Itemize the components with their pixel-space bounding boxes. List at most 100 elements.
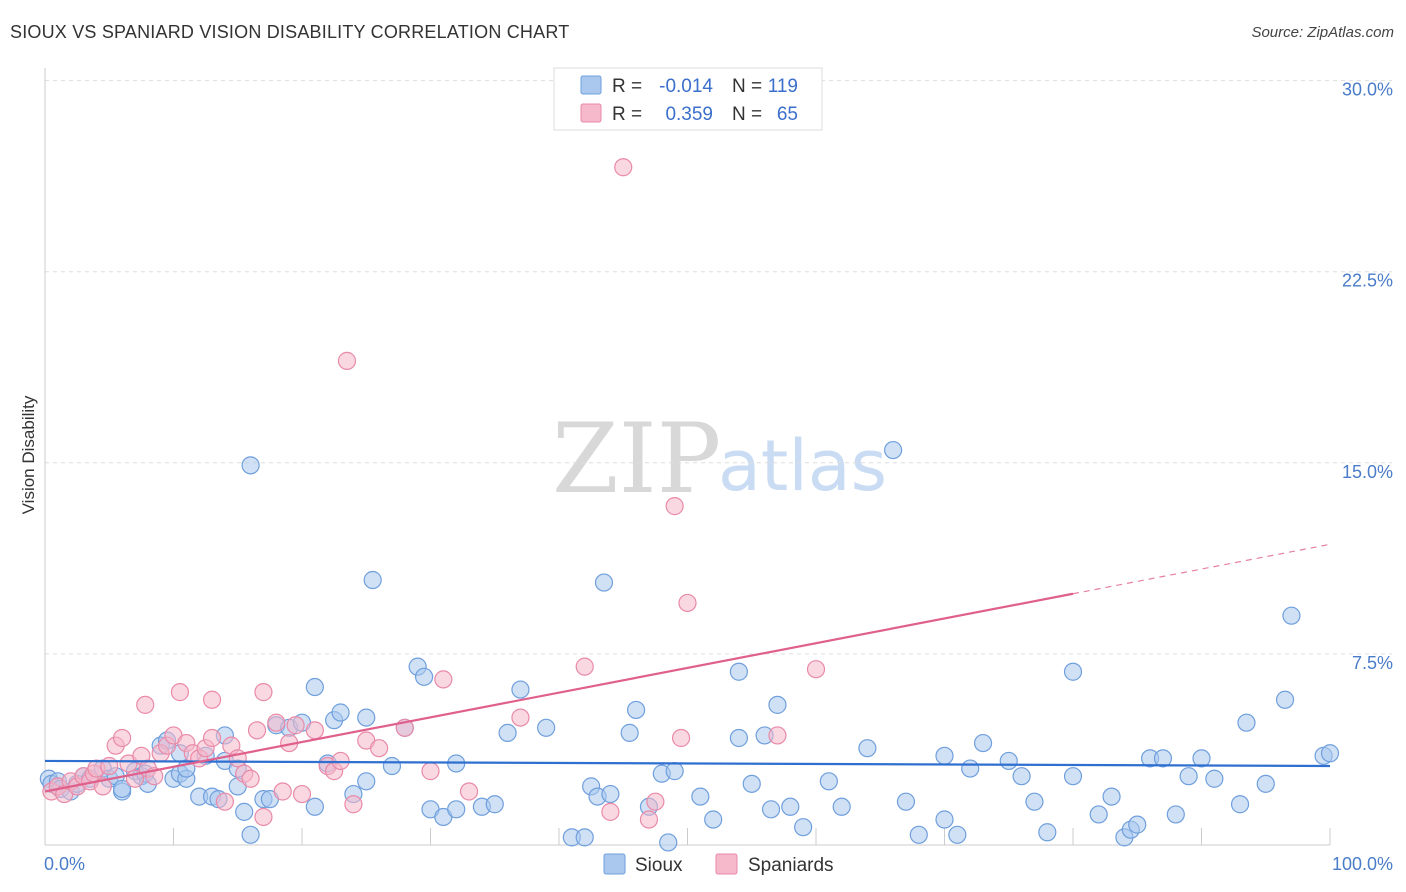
sioux-point — [1038, 823, 1057, 842]
y-axis-tick-labels: 7.5% 15.0% 22.5% 30.0% — [1342, 80, 1393, 673]
spaniards-point — [344, 795, 363, 814]
sioux-point — [1153, 749, 1173, 768]
sioux-point — [1063, 767, 1083, 786]
spaniards-point — [665, 497, 684, 516]
spaniards-point — [671, 728, 691, 748]
sioux-point — [626, 700, 646, 720]
spaniards-n-value: 65 — [777, 104, 798, 125]
sioux-point — [742, 774, 761, 793]
sioux-point — [235, 802, 254, 821]
spaniards-point — [434, 670, 453, 689]
spaniards-point — [267, 713, 286, 732]
spaniards-point — [678, 593, 697, 613]
sioux-point — [794, 818, 813, 837]
spaniards-point — [202, 690, 222, 709]
spaniards-point — [601, 802, 620, 821]
y-axis-label: Vision Disability — [19, 395, 38, 514]
spaniards-r-value: 0.359 — [665, 104, 713, 125]
spaniards-trend-line — [44, 592, 1074, 793]
sioux-point — [665, 762, 684, 781]
sioux-point — [620, 723, 639, 742]
sioux-point — [357, 708, 376, 727]
sioux-point — [537, 718, 556, 737]
series-legend: Sioux Spaniards — [603, 853, 834, 876]
sioux-series-label: Sioux — [635, 855, 683, 876]
sioux-point — [704, 810, 723, 829]
spaniards-point — [614, 158, 633, 177]
spaniards-point — [421, 762, 440, 781]
stats-legend: R = -0.014 N = 119 R = 0.359 N = 65 — [553, 67, 823, 131]
sioux-point — [1192, 749, 1211, 768]
spaniards-n-label: N = — [732, 104, 762, 125]
sioux-point — [768, 695, 787, 714]
gridlines — [45, 80, 1392, 655]
sioux-point — [1282, 606, 1301, 625]
spaniards-point — [136, 695, 155, 714]
spaniards-point — [331, 751, 350, 771]
spaniards-point — [575, 657, 594, 676]
spaniards-point — [202, 728, 222, 748]
sioux-point — [305, 797, 324, 816]
watermark: ZIP atlas — [552, 403, 887, 515]
x-tick-label-max: 100.0% — [1332, 854, 1393, 874]
sioux-point — [1256, 774, 1275, 793]
sioux-point — [575, 828, 594, 847]
sioux-point — [1012, 767, 1031, 786]
spaniards-point — [112, 728, 132, 748]
sioux-point — [961, 759, 980, 778]
sioux-point — [935, 810, 954, 829]
sioux-point — [1025, 792, 1044, 811]
spaniards-point — [305, 721, 324, 740]
spaniards-point — [215, 792, 234, 811]
y-tick-label: 7.5% — [1352, 653, 1393, 673]
x-axis-ticks: 0.0% 100.0% — [44, 828, 1393, 874]
sioux-point — [1275, 690, 1295, 709]
sioux-point — [729, 662, 749, 681]
sioux-point — [511, 680, 530, 699]
sioux-point — [1166, 805, 1185, 824]
spaniards-legend-swatch — [580, 103, 602, 123]
sioux-point — [1128, 815, 1147, 834]
sioux-trend-line — [44, 759, 1331, 768]
chart-title: SIOUX VS SPANIARD VISION DISABILITY CORR… — [10, 22, 570, 42]
sioux-point — [357, 772, 376, 791]
spaniards-point — [768, 726, 787, 745]
x-tick-label-min: 0.0% — [44, 854, 85, 874]
sioux-point — [1230, 795, 1250, 814]
spaniards-point — [254, 807, 273, 827]
sioux-point — [832, 797, 851, 816]
sioux-point — [1237, 713, 1256, 732]
spaniards-point — [639, 810, 659, 829]
spaniards-series-swatch — [715, 853, 738, 875]
sioux-point — [1179, 767, 1198, 786]
sioux-point — [659, 833, 678, 852]
y-tick-label: 30.0% — [1342, 80, 1393, 100]
sioux-point — [498, 723, 517, 742]
spaniards-point — [370, 739, 389, 758]
spaniards-point — [286, 716, 305, 735]
y-tick-label: 22.5% — [1342, 271, 1393, 291]
sioux-point — [305, 677, 324, 697]
spaniards-point — [292, 784, 312, 804]
sioux-point — [241, 456, 260, 475]
spaniards-point — [459, 782, 479, 801]
y-tick-label: 15.0% — [1342, 462, 1393, 482]
watermark-zip: ZIP — [552, 403, 721, 515]
sioux-point — [241, 825, 260, 844]
sioux-point — [1205, 769, 1224, 788]
sioux-point — [601, 784, 620, 804]
sioux-point — [819, 772, 838, 791]
spaniards-series-label: Spaniards — [748, 855, 834, 876]
sioux-point — [909, 825, 928, 844]
spaniards-trend-line-extension — [1072, 543, 1331, 595]
sioux-n-value: 119 — [768, 76, 798, 97]
trend-lines — [44, 543, 1331, 793]
sioux-r-value: -0.014 — [659, 76, 713, 97]
sioux-series-swatch — [603, 853, 626, 875]
sioux-r-label: R = — [612, 76, 642, 97]
sioux-point — [414, 667, 434, 686]
sioux-point — [999, 751, 1018, 771]
sioux-point — [363, 570, 382, 590]
sioux-point — [896, 792, 916, 811]
